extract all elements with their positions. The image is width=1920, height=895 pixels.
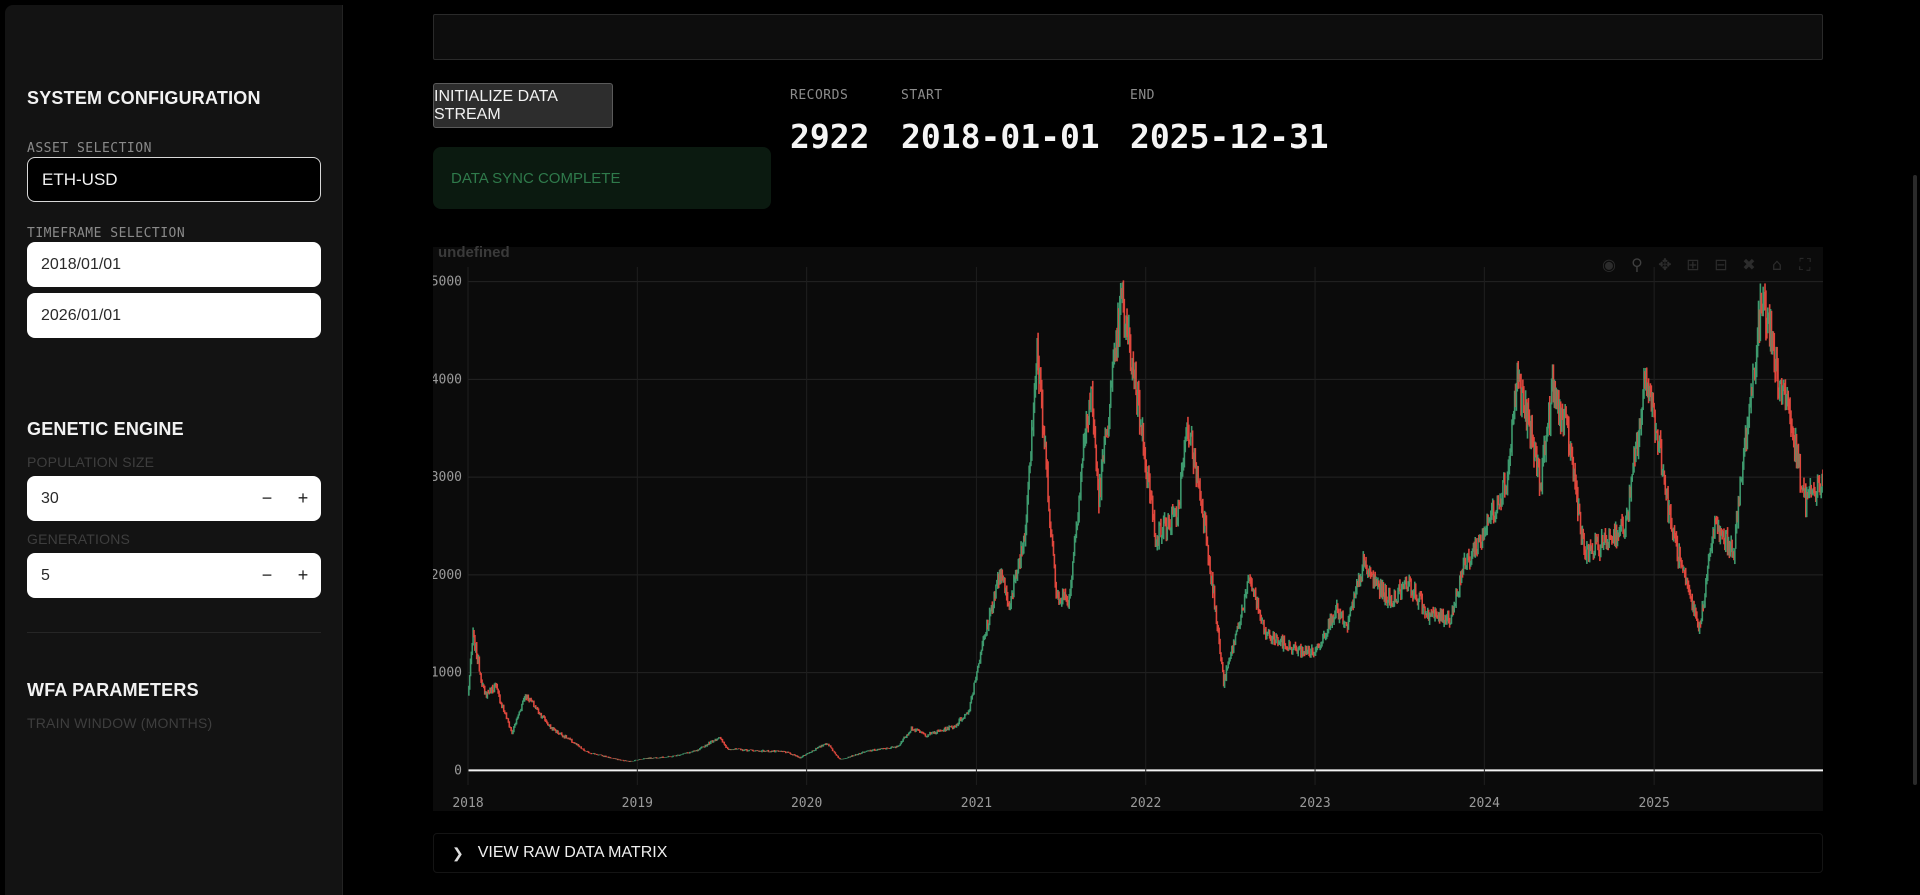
- metric-records-label: RECORDS: [790, 88, 849, 103]
- sync-status-text: DATA SYNC COMPLETE: [451, 169, 621, 187]
- x-tick-label: 2024: [1469, 796, 1500, 811]
- start-date-value: 2018/01/01: [41, 255, 122, 273]
- genetic-engine-title: GENETIC ENGINE: [27, 419, 184, 439]
- y-tick-label: 3000: [433, 470, 462, 485]
- metric-end-value: 2025-12-31: [1130, 117, 1329, 156]
- generations-value: 5: [41, 566, 50, 584]
- y-tick-label: 1000: [433, 666, 462, 681]
- generations-decrement-button[interactable]: −: [261, 565, 273, 585]
- end-date-value: 2026/01/01: [41, 306, 122, 324]
- main-panel: INITIALIZE DATA STREAM DATA SYNC COMPLET…: [343, 5, 1913, 895]
- view-raw-data-toggle[interactable]: ❯ VIEW RAW DATA MATRIX: [433, 833, 1823, 873]
- x-tick-label: 2020: [791, 796, 822, 811]
- zoom-in-icon[interactable]: ⊞: [1686, 255, 1700, 274]
- asset-selection-label: ASSET SELECTION: [27, 141, 152, 156]
- generations-input[interactable]: 5 − +: [27, 553, 321, 598]
- metric-start-value: 2018-01-01: [901, 117, 1100, 156]
- chart-modebar: ◉ ⚲ ✥ ⊞ ⊟ ✖ ⌂ ⛶: [1599, 255, 1815, 275]
- population-size-value: 30: [41, 489, 59, 507]
- zoom-icon[interactable]: ⚲: [1631, 255, 1643, 274]
- x-tick-label: 2023: [1299, 796, 1330, 811]
- population-increment-button[interactable]: +: [297, 488, 309, 508]
- generations-increment-button[interactable]: +: [297, 565, 309, 585]
- system-config-title: SYSTEM CONFIGURATION: [27, 88, 261, 108]
- camera-icon[interactable]: ◉: [1602, 255, 1616, 274]
- initialize-data-stream-button[interactable]: INITIALIZE DATA STREAM: [433, 83, 613, 128]
- metric-records: RECORDS 2922: [790, 88, 869, 156]
- y-tick-label: 4000: [433, 372, 462, 387]
- generations-label: GENERATIONS: [27, 531, 131, 547]
- sync-status-banner: DATA SYNC COMPLETE: [433, 147, 771, 209]
- sidebar-divider: [27, 632, 321, 633]
- autoscale-icon[interactable]: ✖: [1742, 255, 1756, 274]
- metric-records-value: 2922: [790, 117, 870, 156]
- x-tick-label: 2021: [961, 796, 992, 811]
- asset-input[interactable]: ETH-USD: [27, 157, 321, 202]
- chevron-right-icon: ❯: [452, 844, 464, 861]
- x-tick-label: 2022: [1130, 796, 1161, 811]
- zoom-out-icon[interactable]: ⊟: [1714, 255, 1728, 274]
- chart-title: undefined: [438, 244, 510, 261]
- x-tick-label: 2025: [1638, 796, 1669, 811]
- metric-end-label: END: [1130, 88, 1155, 103]
- pan-icon[interactable]: ✥: [1658, 255, 1672, 274]
- population-decrement-button[interactable]: −: [261, 488, 273, 508]
- train-window-label: TRAIN WINDOW (MONTHS): [27, 715, 213, 731]
- end-date-input[interactable]: 2026/01/01: [27, 293, 321, 338]
- reset-axes-icon[interactable]: ⌂: [1771, 255, 1783, 274]
- x-tick-label: 2019: [622, 796, 653, 811]
- timeframe-selection-label: TIMEFRAME SELECTION: [27, 226, 186, 241]
- y-tick-label: 0: [454, 763, 462, 778]
- price-chart[interactable]: 0 1000 2000 3000 4000 5000 2018 2019 2020 2021 202…: [433, 244, 1823, 811]
- population-size-input[interactable]: 30 − +: [27, 476, 321, 521]
- view-raw-data-label: VIEW RAW DATA MATRIX: [477, 844, 668, 861]
- start-date-input[interactable]: 2018/01/01: [27, 242, 321, 287]
- wfa-parameters-title: WFA PARAMETERS: [27, 680, 199, 700]
- y-tick-label: 2000: [433, 568, 462, 583]
- x-tick-label: 2018: [452, 796, 483, 811]
- metric-end: END 2025-12-31: [1130, 88, 1329, 156]
- metric-start-label: START: [901, 88, 943, 103]
- metric-start: START 2018-01-01: [901, 88, 1100, 156]
- sidebar: SYSTEM CONFIGURATION ASSET SELECTION ETH…: [5, 5, 343, 895]
- population-size-label: POPULATION SIZE: [27, 454, 155, 470]
- fullscreen-icon[interactable]: ⛶: [1799, 255, 1811, 274]
- chart-svg[interactable]: 0 1000 2000 3000 4000 5000 2018 2019 2020 2021 202…: [433, 247, 1823, 811]
- scrollbar-thumb[interactable]: [1913, 175, 1917, 785]
- asset-value: ETH-USD: [42, 169, 118, 189]
- y-tick-label: 5000: [433, 275, 462, 290]
- top-input-box[interactable]: [433, 14, 1823, 60]
